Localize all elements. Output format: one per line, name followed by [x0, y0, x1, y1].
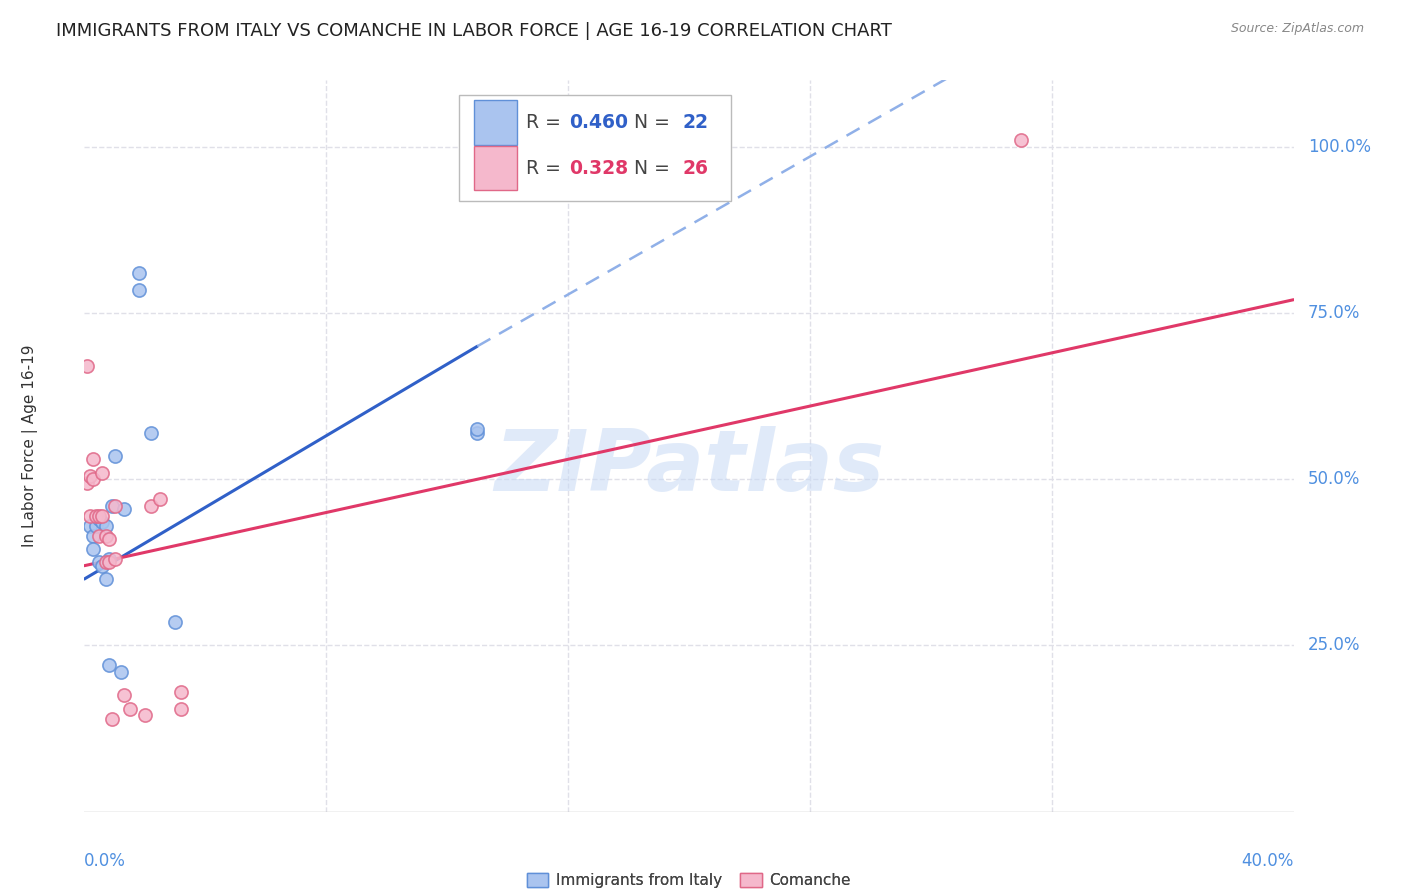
- Point: [112, 689, 135, 703]
- Point: [94, 572, 117, 586]
- Point: [79, 518, 101, 533]
- Point: [100, 499, 122, 513]
- Point: [104, 449, 127, 463]
- Text: 0.0%: 0.0%: [84, 852, 127, 870]
- Point: [89, 512, 111, 526]
- Text: IMMIGRANTS FROM ITALY VS COMANCHE IN LABOR FORCE | AGE 16-19 CORRELATION CHART: IMMIGRANTS FROM ITALY VS COMANCHE IN LAB…: [56, 22, 893, 40]
- FancyBboxPatch shape: [460, 95, 731, 201]
- FancyBboxPatch shape: [474, 145, 517, 190]
- Point: [139, 499, 162, 513]
- FancyBboxPatch shape: [474, 101, 517, 145]
- Point: [97, 555, 120, 569]
- Text: 75.0%: 75.0%: [1308, 304, 1361, 322]
- Point: [100, 712, 122, 726]
- Text: 0.460: 0.460: [569, 113, 628, 132]
- Point: [79, 469, 101, 483]
- Point: [94, 555, 117, 569]
- Text: 40.0%: 40.0%: [1241, 852, 1294, 870]
- Point: [97, 552, 120, 566]
- Text: ZIPatlas: ZIPatlas: [494, 426, 884, 509]
- Point: [82, 529, 104, 543]
- Point: [104, 552, 127, 566]
- Point: [79, 508, 101, 523]
- Point: [110, 665, 132, 679]
- Point: [170, 685, 193, 699]
- Text: 26: 26: [683, 159, 709, 178]
- Text: N =: N =: [623, 159, 676, 178]
- Point: [89, 555, 111, 569]
- Point: [86, 518, 108, 533]
- Point: [91, 558, 114, 573]
- Point: [91, 516, 114, 530]
- Text: In Labor Force | Age 16-19: In Labor Force | Age 16-19: [22, 344, 38, 548]
- Point: [82, 542, 104, 557]
- Text: 22: 22: [683, 113, 709, 132]
- Point: [467, 422, 489, 436]
- Point: [94, 518, 117, 533]
- Point: [134, 708, 156, 723]
- Text: R =: R =: [526, 113, 567, 132]
- Point: [82, 452, 104, 467]
- Point: [118, 701, 141, 715]
- Point: [76, 359, 98, 374]
- Point: [128, 266, 150, 280]
- Point: [163, 615, 186, 630]
- Point: [128, 283, 150, 297]
- Point: [1010, 133, 1032, 147]
- Text: 0.328: 0.328: [569, 159, 628, 178]
- Point: [76, 475, 98, 490]
- Point: [139, 425, 162, 440]
- Text: N =: N =: [623, 113, 676, 132]
- Text: R =: R =: [526, 159, 567, 178]
- Text: 50.0%: 50.0%: [1308, 470, 1361, 488]
- Point: [89, 508, 111, 523]
- Point: [86, 508, 108, 523]
- Point: [467, 425, 489, 440]
- Text: Source: ZipAtlas.com: Source: ZipAtlas.com: [1230, 22, 1364, 36]
- Point: [91, 508, 114, 523]
- Point: [89, 529, 111, 543]
- Point: [97, 532, 120, 546]
- Point: [104, 499, 127, 513]
- Point: [170, 701, 193, 715]
- Point: [97, 658, 120, 673]
- Point: [112, 502, 135, 516]
- Point: [94, 529, 117, 543]
- Point: [91, 466, 114, 480]
- Text: 100.0%: 100.0%: [1308, 137, 1371, 156]
- Point: [82, 472, 104, 486]
- Text: 25.0%: 25.0%: [1308, 637, 1361, 655]
- Legend: Immigrants from Italy, Comanche: Immigrants from Italy, Comanche: [520, 867, 858, 892]
- Point: [149, 492, 172, 507]
